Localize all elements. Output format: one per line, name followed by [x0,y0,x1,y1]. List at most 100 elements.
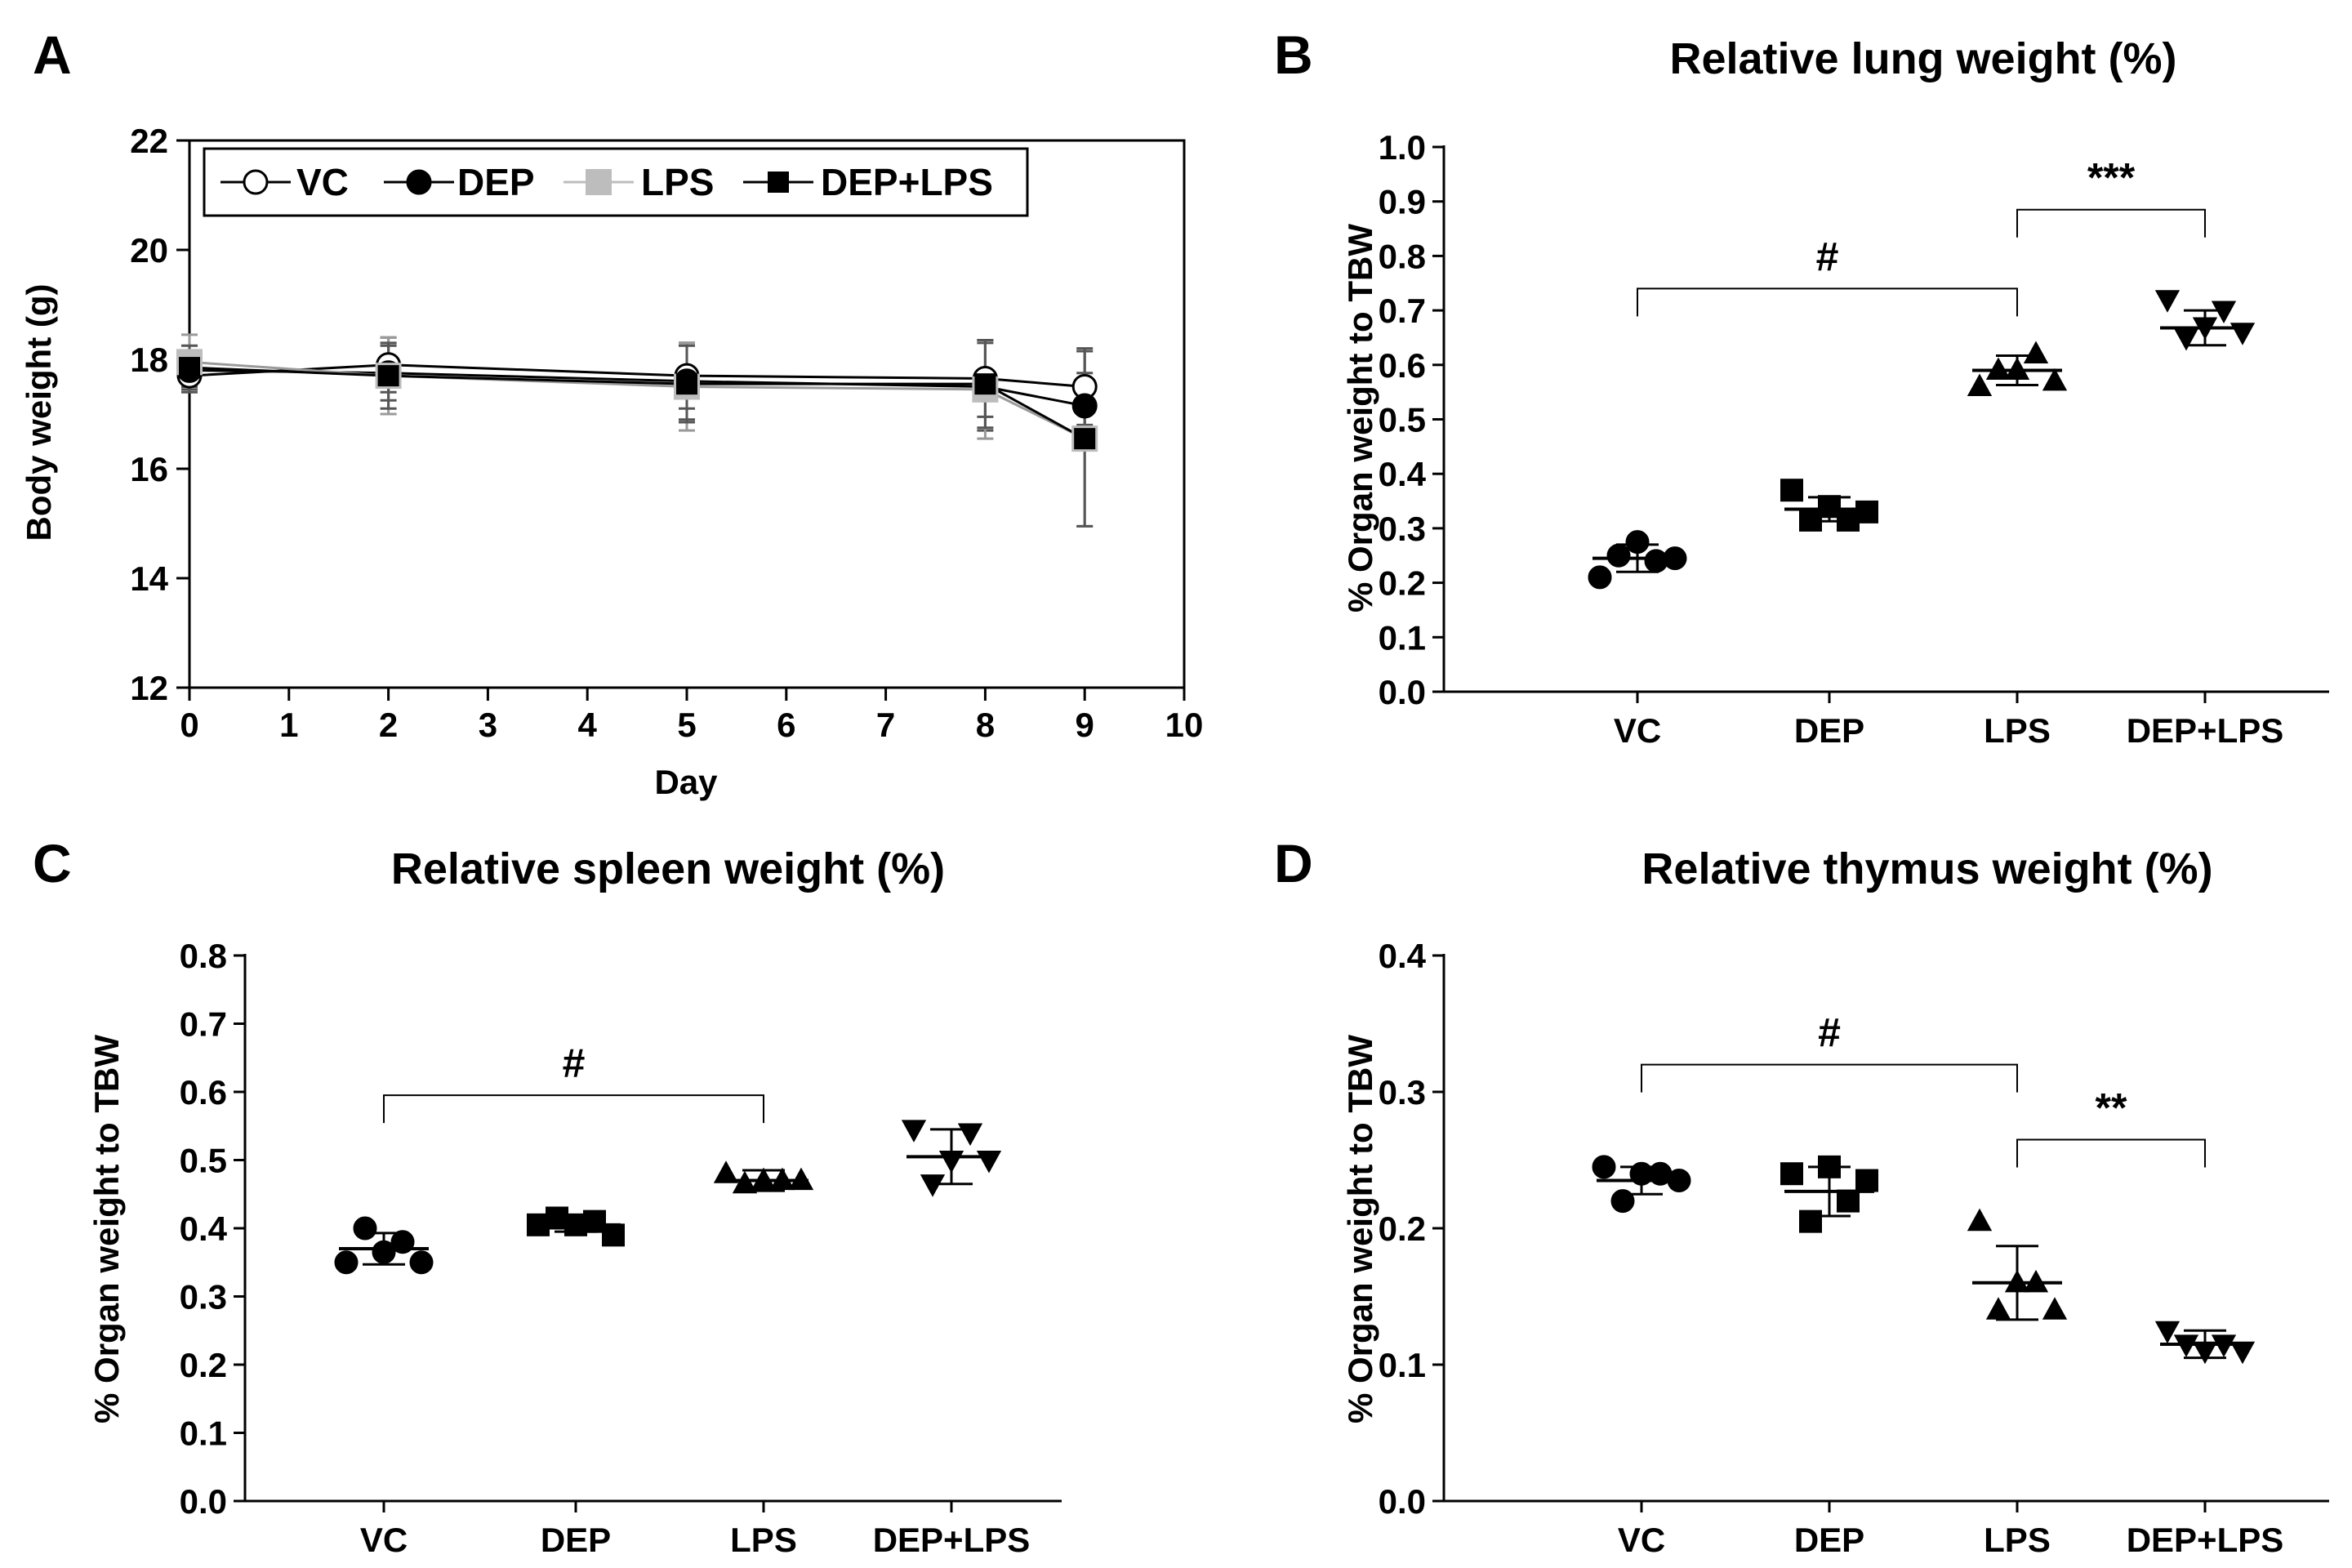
y-tick-label: 22 [130,122,168,160]
y-tick-label: 0.1 [1379,1346,1426,1384]
y-tick-label: 0.6 [180,1073,227,1111]
x-tick-label: 7 [876,706,895,744]
legend-marker [586,169,612,195]
data-point-dep-lps [2154,290,2180,313]
significance-bracket [2016,1138,2206,1168]
y-tick-label: 0.2 [180,1346,227,1384]
y-tick-label: 0.4 [1379,455,1427,493]
data-point-dep [1780,479,1803,502]
data-point-lps [2023,341,2049,364]
data-point-dep [602,1223,625,1247]
y-tick-label: 0.8 [180,937,227,975]
x-tick-label: DEP [1794,1521,1864,1559]
data-point-dep-lps [179,357,200,379]
panel-d-thymus-weight-chart: 0.0 0.1 0.2 0.3 0.4 VC DEP LPS DEP+LPS # ** [1379,937,2329,1559]
x-tick-label: 1 [279,706,298,744]
data-point-vc [353,1216,377,1241]
data-point-vc [334,1250,359,1275]
data-point-dep-lps [2211,301,2237,324]
significance-bracket [1637,287,2018,317]
data-point-dep [583,1209,606,1233]
x-tick-label: 2 [379,706,398,744]
y-tick-label: 20 [130,231,168,270]
data-point-dep [1855,500,1878,523]
y-tick-label: 0.4 [1379,937,1427,975]
x-tick-label: DEP [541,1521,611,1559]
panel-c-title: Relative spleen weight (%) [391,844,945,893]
y-tick-label: 18 [130,341,168,379]
panel-b-lung-weight-chart: 0.0 0.1 0.2 0.3 0.4 0.5 0.6 0.7 0.8 0.9 1.0 VC DEP LP… [1379,128,2329,750]
data-point-dep [1855,1169,1878,1192]
data-point-lps [732,1170,758,1194]
x-tick-label: 4 [578,706,598,744]
y-tick-label: 0.4 [180,1209,228,1248]
x-tick-label: 6 [777,706,795,744]
x-tick-label: LPS [730,1521,797,1559]
x-tick-label: 3 [479,706,497,744]
data-point-lps [1967,373,1993,397]
y-tick-label: 12 [130,669,168,707]
legend-label: DEP+LPS [821,161,993,203]
panel-b-title: Relative lung weight (%) [1669,34,2176,83]
significance-bracket [2016,208,2206,238]
legend-label: LPS [641,161,714,203]
significance-bracket [383,1094,764,1124]
panel-d-ylabel: % Organ weight to TBW [1341,1035,1379,1423]
panel-a-ylabel: Body weight (g) [20,284,58,541]
y-tick-label: 0.5 [180,1142,227,1180]
y-tick-label: 1.0 [1379,128,1426,167]
x-tick-label: LPS [1984,711,2051,750]
data-point-dep-lps [976,1150,1002,1174]
data-point-dep-lps [1074,428,1096,450]
data-point-vc [1588,565,1612,590]
y-tick-label: 0.0 [1379,1482,1426,1521]
data-point-vc [1610,1189,1635,1214]
significance-label: # [1816,234,1839,279]
data-point-dep [1071,393,1098,419]
panel-letter-a: A [33,24,72,85]
x-tick-label: DEP+LPS [2127,1521,2284,1559]
data-point-lps [2042,368,2068,391]
panel-c-ylabel: % Organ weight to TBW [87,1035,126,1423]
y-tick-label: 14 [130,559,168,598]
y-tick-label: 0.1 [1379,618,1426,657]
data-point-lps [1967,1208,1993,1232]
significance-label: *** [2087,155,2136,201]
data-point-dep-lps [2154,1321,2180,1344]
panel-letter-d: D [1274,833,1313,893]
y-tick-label: 0.6 [1379,346,1426,385]
y-tick-label: 0.9 [1379,183,1426,221]
y-tick-label: 16 [130,450,168,488]
data-point-dep-lps [676,373,697,395]
y-tick-label: 0.7 [180,1005,227,1044]
data-point-dep [1780,1162,1803,1186]
data-point-lps [713,1160,739,1183]
x-tick-label: DEP [1794,711,1864,750]
significance-bracket [1641,1063,2018,1093]
x-tick-label: VC [360,1521,408,1559]
x-tick-label: 10 [1165,706,1204,744]
y-tick-label: 0.0 [1379,673,1426,711]
significance-label: # [563,1040,586,1086]
y-tick-label: 0.0 [180,1482,227,1521]
y-tick-label: 0.7 [1379,292,1426,330]
x-tick-label: DEP+LPS [873,1521,1031,1559]
x-tick-label: DEP+LPS [2127,711,2284,750]
data-point-vc [1592,1155,1616,1179]
data-point-vc [1606,543,1631,568]
data-point-dep-lps [901,1120,927,1143]
x-tick-label: 0 [180,706,198,744]
x-tick-label: 8 [976,706,995,744]
panel-letter-c: C [33,833,72,893]
panel-letter-b: B [1274,24,1313,85]
data-point-dep-lps [920,1174,946,1197]
data-point-lps [2042,1297,2068,1320]
y-tick-label: 0.2 [1379,564,1426,603]
y-tick-label: 0.1 [180,1414,227,1453]
y-tick-label: 0.3 [180,1278,227,1316]
data-point-vc [409,1250,434,1275]
data-point-dep-lps [2173,327,2199,351]
y-tick-label: 0.5 [1379,401,1426,439]
